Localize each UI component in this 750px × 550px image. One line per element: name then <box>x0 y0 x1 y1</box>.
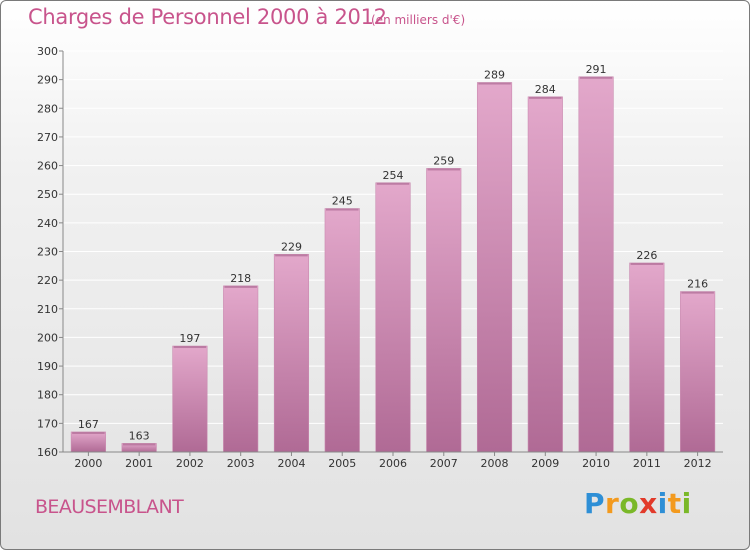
bar-top-edge <box>478 82 511 85</box>
bar-top-edge <box>173 346 207 349</box>
bar <box>172 345 208 453</box>
data-label: 197 <box>179 332 200 345</box>
data-label: 163 <box>129 429 150 442</box>
bar-top-edge <box>72 431 105 434</box>
bar-top-edge <box>529 96 562 99</box>
bar-top-edge <box>579 76 613 79</box>
data-label: 289 <box>484 69 505 82</box>
x-tick-label: 2010 <box>582 457 610 470</box>
y-tick-label: 260 <box>37 160 58 173</box>
chart-title: Charges de Personnel 2000 à 2012 <box>28 5 387 29</box>
y-tick-label: 200 <box>37 331 58 344</box>
y-tick-label: 180 <box>37 389 58 402</box>
logo-letter: P <box>584 487 606 520</box>
logo-letter: x <box>639 487 658 520</box>
data-label: 291 <box>586 63 607 76</box>
bar <box>223 285 259 453</box>
y-tick-label: 190 <box>37 360 58 373</box>
bar <box>527 96 563 453</box>
x-tick-label: 2002 <box>176 457 204 470</box>
bar <box>680 291 716 453</box>
bar-top-edge <box>630 262 664 265</box>
logo-letter: r <box>605 487 620 520</box>
y-tick-label: 250 <box>37 188 58 201</box>
bar <box>375 182 411 453</box>
x-tick-label: 2008 <box>481 457 509 470</box>
x-tick-label: 2005 <box>328 457 356 470</box>
data-label: 259 <box>433 154 454 167</box>
bar <box>426 168 462 453</box>
chart-subtitle: (en milliers d'€) <box>371 13 466 27</box>
x-tick-label: 2012 <box>684 457 712 470</box>
bar-top-edge <box>681 291 714 294</box>
bar-top-edge <box>427 168 461 171</box>
data-label: 226 <box>636 249 657 262</box>
y-tick-label: 210 <box>37 303 58 316</box>
x-tick-label: 2001 <box>125 457 153 470</box>
data-label: 229 <box>281 240 302 253</box>
x-tick-label: 2011 <box>633 457 661 470</box>
bar <box>273 254 310 453</box>
x-tick-label: 2009 <box>531 457 559 470</box>
bar-top-edge <box>275 254 308 257</box>
y-tick-label: 270 <box>37 131 58 144</box>
x-tick-label: 2007 <box>430 457 458 470</box>
y-tick-label: 290 <box>37 74 58 87</box>
y-tick-label: 160 <box>37 446 58 459</box>
label-layer: 167 163 197 218 229 245 254 259 289 284 291 226 216 <box>78 63 708 443</box>
x-tick-label: 2003 <box>227 457 255 470</box>
x-tick-label: 2006 <box>379 457 407 470</box>
bar <box>629 262 665 453</box>
logo-letter: i <box>657 487 668 520</box>
data-label: 245 <box>332 195 353 208</box>
bar <box>324 208 360 453</box>
data-label: 284 <box>535 83 556 96</box>
logo-letter: o <box>619 487 640 520</box>
y-tick-label: 280 <box>37 102 58 115</box>
proxiti-logo[interactable]: Proxiti <box>584 487 692 520</box>
commune-name: BEAUSEMBLANT <box>35 496 184 518</box>
x-tick-label: 2004 <box>277 457 305 470</box>
bar <box>476 82 513 453</box>
bar-top-edge <box>376 182 410 185</box>
logo-letter: t <box>667 487 682 520</box>
logo-letter: i <box>681 487 692 520</box>
bar <box>578 76 614 453</box>
bar <box>70 431 106 453</box>
data-label: 254 <box>383 169 404 182</box>
x-tick-label: 2000 <box>74 457 102 470</box>
y-tick-label: 230 <box>37 246 58 259</box>
y-tick-label: 300 <box>37 45 58 58</box>
y-tick-label: 170 <box>37 417 58 430</box>
y-tick-label: 240 <box>37 217 58 230</box>
y-tick-label: 220 <box>37 274 58 287</box>
bar-top-edge <box>122 443 156 446</box>
data-label: 167 <box>78 418 99 431</box>
data-label: 216 <box>687 278 708 291</box>
data-label: 218 <box>230 272 251 285</box>
bar-top-edge <box>325 208 359 211</box>
axis-layer: 160 170 180 190 200 210 220 230 240 250 260 270 280 2… <box>37 45 723 470</box>
bar-layer <box>70 76 716 453</box>
bar-top-edge <box>224 285 257 288</box>
